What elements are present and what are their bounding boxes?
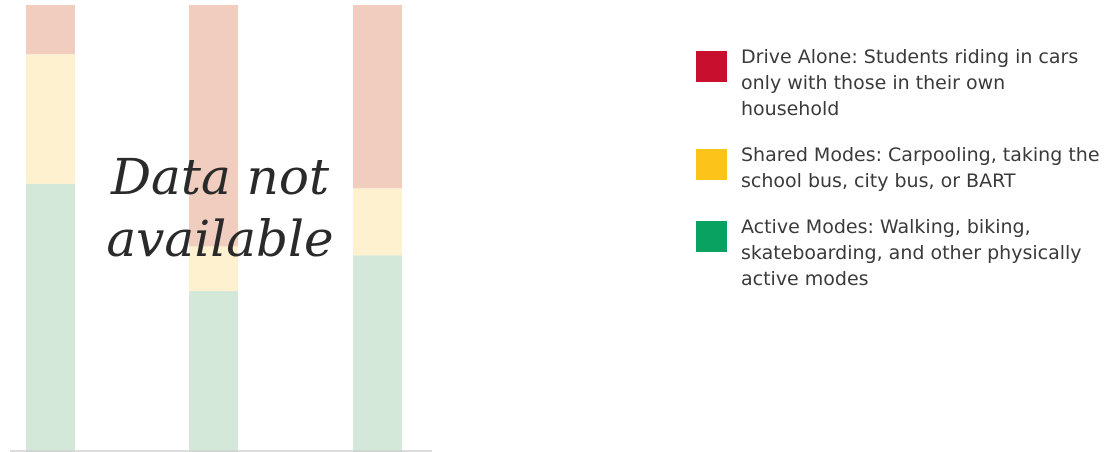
legend-item-active-modes: Active Modes: Walking, biking, skateboar…: [696, 214, 1101, 292]
bar-segment-3-drive-alone: [353, 5, 402, 189]
legend-label-drive-alone: Drive Alone: Students riding in cars onl…: [741, 46, 1079, 120]
bar-segment-1-active: [26, 183, 75, 452]
bar-segment-1-shared: [26, 54, 75, 184]
legend-swatch-active-modes: [696, 221, 727, 252]
bar-segment-2-shared: [189, 246, 238, 292]
legend-item-drive-alone: Drive Alone: Students riding in cars onl…: [696, 44, 1101, 122]
stacked-bar-chart: Data not available: [0, 0, 440, 452]
legend: Drive Alone: Students riding in cars onl…: [696, 44, 1101, 312]
bar-segment-1-drive-alone: [26, 5, 75, 55]
legend-label-active-modes: Active Modes: Walking, biking, skateboar…: [741, 216, 1082, 290]
bar-segment-2-active: [189, 291, 238, 452]
legend-swatch-shared-modes: [696, 149, 727, 180]
legend-swatch-drive-alone: [696, 51, 727, 82]
legend-label-shared-modes: Shared Modes: Carpooling, taking the sch…: [741, 144, 1100, 192]
bar-segment-2-drive-alone: [189, 5, 238, 247]
chart-canvas: [10, 5, 432, 452]
bar-segment-3-shared: [353, 188, 402, 256]
bar-segment-3-active: [353, 255, 402, 452]
legend-item-shared-modes: Shared Modes: Carpooling, taking the sch…: [696, 142, 1101, 194]
